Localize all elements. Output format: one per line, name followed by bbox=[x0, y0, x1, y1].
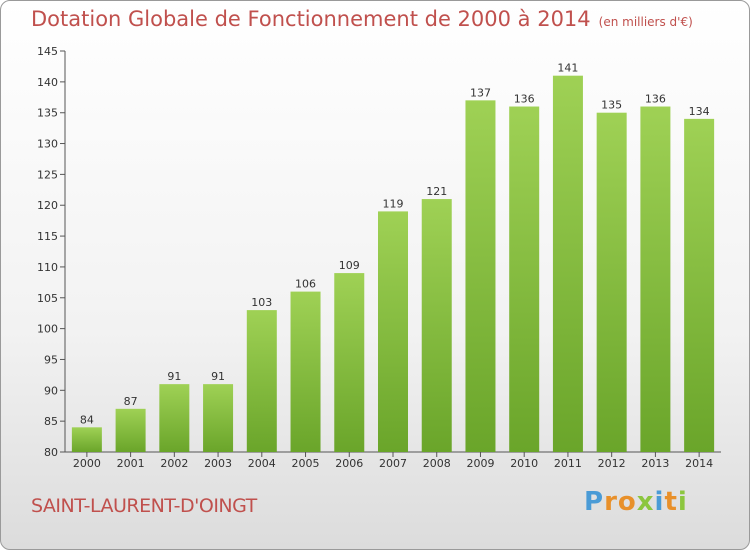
bar-value-label: 121 bbox=[426, 185, 447, 198]
y-tick-label: 95 bbox=[44, 353, 58, 366]
bar-value-label: 91 bbox=[211, 370, 225, 383]
bar[interactable] bbox=[159, 384, 190, 452]
bar[interactable] bbox=[334, 273, 365, 452]
y-tick-label: 135 bbox=[37, 107, 58, 120]
y-tick-label: 110 bbox=[37, 261, 58, 274]
x-tick-label: 2001 bbox=[117, 457, 145, 470]
chart-subtitle: (en milliers d'€) bbox=[598, 15, 693, 29]
x-tick-label: 2012 bbox=[598, 457, 626, 470]
bar[interactable] bbox=[596, 112, 627, 452]
logo-letter: r bbox=[604, 487, 618, 517]
x-tick-label: 2006 bbox=[335, 457, 363, 470]
y-tick-label: 130 bbox=[37, 138, 58, 151]
bar[interactable] bbox=[290, 291, 321, 452]
bar-chart: 80 85 90 95 100 105 110 115 120 125 130 135 140 145 20… bbox=[37, 45, 721, 470]
logo-letter: x bbox=[636, 487, 655, 517]
logo-letter: o bbox=[617, 487, 637, 517]
bar[interactable] bbox=[378, 211, 408, 452]
x-tick-label: 2000 bbox=[73, 457, 101, 470]
bar-value-label: 119 bbox=[383, 197, 404, 210]
logo-letter: i bbox=[654, 487, 665, 517]
y-tick-label: 80 bbox=[44, 446, 58, 459]
chart-title: Dotation Globale de Fonctionnement de 20… bbox=[31, 7, 693, 31]
bar[interactable] bbox=[509, 106, 540, 453]
x-tick-label: 2013 bbox=[641, 457, 669, 470]
logo-letter: P bbox=[584, 487, 605, 517]
bar-value-label: 91 bbox=[167, 370, 181, 383]
bar-value-label: 103 bbox=[251, 296, 272, 309]
y-tick-label: 145 bbox=[37, 45, 58, 58]
bar[interactable] bbox=[640, 106, 671, 453]
bar[interactable] bbox=[552, 75, 583, 452]
bar-value-label: 136 bbox=[645, 93, 666, 106]
x-tick-label: 2003 bbox=[204, 457, 232, 470]
x-tick-label: 2011 bbox=[554, 457, 582, 470]
bar[interactable] bbox=[465, 100, 496, 452]
bar-value-label: 87 bbox=[124, 395, 138, 408]
bar-value-label: 84 bbox=[80, 413, 94, 426]
bar-value-label: 106 bbox=[295, 278, 316, 291]
bar[interactable] bbox=[115, 408, 146, 452]
bar[interactable] bbox=[421, 199, 452, 452]
y-tick-label: 120 bbox=[37, 199, 58, 212]
proxiti-logo[interactable]: Proxiti bbox=[584, 487, 688, 517]
chart-title-text: Dotation Globale de Fonctionnement de 20… bbox=[31, 7, 591, 31]
bar-value-label: 109 bbox=[339, 259, 360, 272]
x-tick-label: 2008 bbox=[423, 457, 451, 470]
y-tick-label: 85 bbox=[44, 415, 58, 428]
y-tick-label: 90 bbox=[44, 384, 58, 397]
x-tick-label: 2007 bbox=[379, 457, 407, 470]
bar[interactable] bbox=[684, 118, 715, 452]
x-tick-label: 2004 bbox=[248, 457, 276, 470]
bar[interactable] bbox=[71, 427, 102, 452]
x-tick-label: 2005 bbox=[292, 457, 320, 470]
logo-letter: t bbox=[664, 487, 678, 517]
bar-value-label: 141 bbox=[557, 62, 578, 75]
logo-letter: i bbox=[677, 487, 688, 517]
y-tick-label: 105 bbox=[37, 292, 58, 305]
y-tick-label: 100 bbox=[37, 323, 58, 336]
x-tick-label: 2009 bbox=[466, 457, 494, 470]
x-tick-label: 2014 bbox=[685, 457, 713, 470]
y-tick-label: 115 bbox=[37, 230, 58, 243]
bar-value-label: 137 bbox=[470, 86, 491, 99]
bar[interactable] bbox=[203, 384, 234, 452]
bar[interactable] bbox=[246, 310, 277, 452]
y-tick-label: 140 bbox=[37, 76, 58, 89]
bar-value-label: 136 bbox=[514, 93, 535, 106]
x-tick-label: 2010 bbox=[510, 457, 538, 470]
bar-value-label: 134 bbox=[689, 105, 710, 118]
bar-value-label: 135 bbox=[601, 99, 622, 112]
y-tick-label: 125 bbox=[37, 168, 58, 181]
x-tick-label: 2002 bbox=[160, 457, 188, 470]
place-name: SAINT-LAURENT-D'OINGT bbox=[31, 495, 257, 517]
